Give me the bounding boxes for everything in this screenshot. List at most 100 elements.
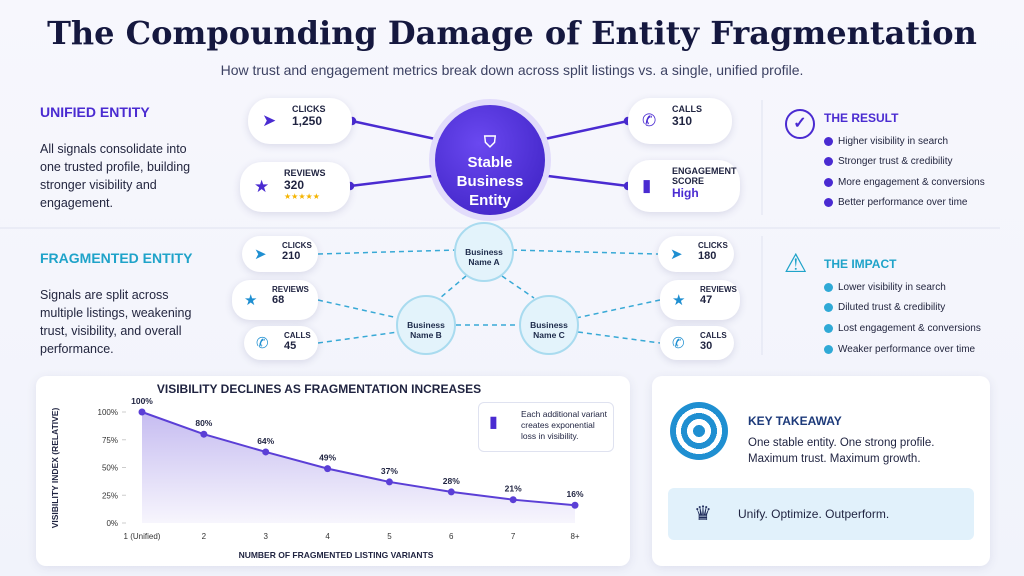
point [262,448,270,456]
chart: VISIBILITY DECLINES AS FRAGMENTATION INC… [50,382,584,560]
point [324,465,332,473]
point [571,501,579,509]
x-tick-label: 5 [387,532,392,541]
shield-icon: ⛉ [483,134,496,151]
business-node: Business Name A [454,222,514,282]
metric-card: ✆ CALLS 30 [660,326,734,360]
metric-label: REVIEWS [272,285,309,294]
metric-label: CLICKS [698,241,728,250]
chart-title: VISIBILITY DECLINES AS FRAGMENTATION INC… [157,382,481,396]
x-tick-label: 3 [263,532,268,541]
metric-label: REVIEWS [284,168,326,178]
chart-panel: VISIBILITY DECLINES AS FRAGMENTATION INC… [36,376,630,566]
impact-item: Weaker performance over time [824,344,976,355]
data-label: 28% [443,476,460,486]
trend-icon: ▮ [489,414,498,431]
metric-label: CALLS [672,104,702,114]
metric-label: CLICKS [282,241,312,250]
data-label: 16% [566,489,583,499]
trophy-icon: ♛ [694,503,712,525]
dashed-links [317,249,661,344]
impact-item: Lower visibility in search [824,282,946,293]
item-text: More engagement & conversions [838,177,985,188]
metric-card: ▮ ENGAGEMENT SCORE High [628,160,740,212]
item-text: Better performance over time [838,197,968,208]
business-node: Business Name B [396,295,456,355]
metric-card: ➤ CLICKS 210 [242,236,318,272]
x-tick-label: 1 (Unified) [124,532,161,541]
point [447,488,455,496]
data-label: 80% [195,418,212,428]
heading: UNIFIED ENTITY [40,104,150,120]
metric-label: ENGAGEMENT SCORE [672,166,737,186]
title: The Compounding Damage of Entity Fragmen… [47,14,977,52]
result-item: Better performance over time [824,197,968,208]
point [138,408,146,416]
data-label: 37% [381,466,398,476]
annotation-box: ▮ Each additional variant creates expone… [478,402,614,452]
metric-label: CLICKS [292,104,326,114]
y-axis-label: VISIBILITY INDEX (RELATIVE) [50,408,60,529]
x-tick-label: 6 [449,532,454,541]
metric-label: CALLS [700,331,727,340]
metric-value: 210 [282,250,301,262]
heading: KEY TAKEAWAY [748,414,842,428]
x-axis-label: NUMBER OF FRAGMENTED LISTING VARIANTS [239,550,434,560]
data-label: 49% [319,453,336,463]
data-label: 64% [257,436,274,446]
y-tick-label: 100% [98,408,118,417]
metric-card: ★ REVIEWS 68 [232,280,318,320]
description: All signals consolidate into one trusted… [40,142,191,210]
item-text: Weaker performance over time [838,344,976,355]
stars: ★★★★★ [284,192,320,201]
x-tick-label: 8+ [570,532,579,541]
metric-value: 45 [284,340,297,352]
data-label: 21% [505,484,522,494]
y-tick-label: 75% [102,436,118,445]
description: Signals are split across multiple listin… [40,288,192,356]
metric-value: 68 [272,294,285,306]
x-tick-label: 7 [511,532,516,541]
area [142,412,575,523]
result-item: More engagement & conversions [824,177,985,188]
metric-value: 310 [672,114,693,128]
subtitle: How trust and engagement metrics break d… [220,62,804,78]
point [509,496,517,504]
y-tick-label: 50% [102,464,118,473]
y-tick-label: 25% [102,491,118,500]
metric-label: REVIEWS [700,285,737,294]
x-tick-label: 2 [202,532,207,541]
metric-card: ➤ CLICKS 1,250 [248,98,352,144]
item-text: Diluted trust & credibility [838,302,946,313]
metric-value: 30 [700,340,713,352]
metric-value: 320 [284,178,305,192]
item-text: Lower visibility in search [838,282,946,293]
heading: FRAGMENTED ENTITY [40,250,193,266]
center-entity: ⛉ Stable Business Entity [435,105,545,215]
line [141,411,576,507]
item-text: Lost engagement & conversions [838,323,981,334]
result-item: Higher visibility in search [824,136,948,147]
point [200,430,208,438]
result-item: Stronger trust & credibility [824,156,953,167]
check-icon: ✓ [785,109,815,139]
metric-value: 180 [698,250,717,262]
center-label: Stable Business Entity [456,154,524,209]
data-label: 100% [131,396,153,406]
target-icon [670,402,728,460]
metric-value: 47 [700,294,713,306]
annotation: Each additional variant creates exponent… [521,409,608,441]
point [385,478,393,486]
metric-label: CALLS [284,331,311,340]
heading: THE RESULT [824,111,899,125]
x-tick-label: 4 [325,532,330,541]
warning-icon: ⚠ [784,248,808,278]
metric-value: 1,250 [292,114,323,128]
motto: Unify. Optimize. Outperform. [738,507,890,521]
takeaway-text: One stable entity. One strong profile. M… [748,437,935,465]
business-node: Business Name C [519,295,579,355]
metric-card: ✆ CALLS 310 [628,98,732,144]
impact-item: Lost engagement & conversions [824,323,981,334]
impact-item: Diluted trust & credibility [824,302,946,313]
